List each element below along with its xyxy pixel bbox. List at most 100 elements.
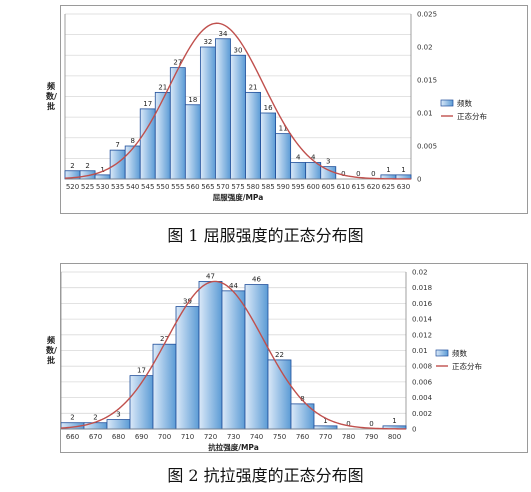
chart-2-bar: [152, 343, 177, 430]
chart-2-bar: [106, 419, 131, 430]
chart-2-bar: [175, 306, 200, 430]
chart-2-x-tick-label: 740: [250, 433, 263, 441]
chart-1-data-label: 4: [296, 154, 301, 162]
chart-1-data-label: 0: [356, 170, 360, 178]
chart-2-x-tick-label: 690: [135, 433, 148, 441]
chart-1-bar: [184, 104, 201, 180]
chart-2-data-label: 2: [70, 414, 74, 422]
chart-1-bar: [290, 162, 307, 180]
chart-1-data-label: 7: [115, 141, 119, 149]
chart-2-x-tick-label: 780: [342, 433, 355, 441]
chart-1-data-label: 16: [264, 104, 273, 112]
chart-2-x-tick-label: 660: [66, 433, 79, 441]
chart-2-legend-swatch-bar: [435, 349, 449, 357]
chart-2-y2-tick-label: 0.006: [412, 378, 433, 386]
chart-1-data-label: 1: [401, 166, 405, 174]
chart-2-x-tick-label: 730: [227, 433, 240, 441]
chart-2-y2-tick-label: 0.012: [412, 331, 432, 339]
chart-1-data-label: 0: [341, 170, 345, 178]
chart-1-x-tick-label: 615: [352, 183, 365, 191]
chart-1-data-label: 17: [143, 100, 152, 108]
chart-1-bar: [154, 91, 171, 180]
chart-2-data-label: 0: [346, 420, 350, 428]
chart-1-data-label: 3: [326, 158, 330, 166]
chart-1-x-tick-label: 595: [291, 183, 304, 191]
chart-2-y2-tick-label: 0.016: [412, 300, 433, 308]
chart-1-x-tick-label: 575: [231, 183, 244, 191]
chart-1-data-label: 2: [70, 162, 74, 170]
chart-1: 051015202530354000.0050.010.0150.020.025…: [60, 5, 528, 214]
chart-1-data-label: 18: [188, 96, 197, 104]
chart-2-legend-label: 正态分布: [452, 361, 482, 371]
chart-1-data-label: 1: [100, 166, 104, 174]
chart-1-bar: [230, 54, 246, 180]
chart-1-data-label: 27: [173, 59, 182, 67]
chart-1-x-tick-label: 630: [397, 183, 410, 191]
chart-1-x-tick-label: 525: [81, 183, 94, 191]
chart-1-data-label: 4: [311, 154, 316, 162]
chart-2-y2-tick-label: 0.008: [412, 363, 432, 371]
chart-1-x-tick-label: 560: [186, 183, 199, 191]
chart-2-y2-tick-label: 0.002: [412, 410, 432, 418]
chart-2-x-tick-label: 670: [89, 433, 102, 441]
chart-2-bar: [313, 425, 338, 430]
chart-1-data-label: 0: [371, 170, 375, 178]
chart-2-data-label: 2: [93, 414, 97, 422]
chart-2-x-tick-label: 770: [319, 433, 332, 441]
chart-2-data-label: 46: [252, 276, 261, 284]
chart-2: 0510152025303540455000.0020.0040.0060.00…: [60, 263, 528, 453]
chart-1-x-tick-label: 570: [216, 183, 229, 191]
chart-2-data-label: 47: [206, 272, 215, 280]
chart-1-x-tick-label: 545: [141, 183, 154, 191]
chart-2-x-tick-label: 800: [388, 433, 401, 441]
chart-1-x-tick-label: 620: [367, 183, 380, 191]
chart-1-x-tick-label: 590: [276, 183, 289, 191]
chart-1-legend-label: 正态分布: [457, 111, 487, 121]
chart-2-y2-tick-label: 0.004: [412, 394, 433, 402]
chart-1-x-tick-label: 600: [307, 183, 320, 191]
chart-1-data-label: 1: [386, 166, 390, 174]
chart-1-x-tick-label: 605: [322, 183, 335, 191]
chart-2-legend-label: 频数: [452, 348, 467, 358]
chart-1-data-label: 34: [218, 30, 227, 38]
chart-2-y2-tick-label: 0.014: [412, 316, 433, 324]
chart-1-normal-curve: [64, 22, 411, 180]
chart-1-x-tick-label: 580: [246, 183, 259, 191]
chart-1-bar: [169, 67, 186, 180]
chart-2-y2-tick-label: 0: [412, 426, 416, 434]
chart-2-x-tick-label: 700: [158, 433, 171, 441]
chart-2-x-tick-label: 720: [204, 433, 217, 441]
chart-1-x-tick-label: 625: [382, 183, 395, 191]
chart-1-y2-tick-label: 0.01: [417, 110, 433, 118]
chart-1-data-label: 11: [279, 125, 288, 133]
chart-1-x-tick-label: 585: [261, 183, 274, 191]
chart-1-legend-label: 频数: [457, 98, 472, 108]
chart-2-bar: [83, 422, 108, 430]
chart-1-x-tick-label: 530: [96, 183, 109, 191]
chart-2-x-tick-label: 710: [181, 433, 194, 441]
chart-2-data-label: 27: [160, 335, 169, 343]
chart-1-x-tick-label: 550: [156, 183, 169, 191]
chart-1-data-label: 21: [249, 83, 258, 91]
chart-1-x-tick-label: 520: [66, 183, 79, 191]
chart-2-data-label: 0: [369, 420, 373, 428]
chart-2-x-tick-label: 760: [296, 433, 309, 441]
chart-1-legend-swatch-bar: [440, 99, 454, 107]
chart-2-bar: [267, 359, 292, 430]
chart-2-plot: 0510152025303540455000.0020.0040.0060.00…: [61, 269, 482, 452]
chart-2-y2-tick-label: 0.01: [412, 347, 428, 355]
chart-2-x-tick-label: 680: [112, 433, 125, 441]
chart-1-x-tick-label: 565: [201, 183, 214, 191]
chart-2-data-label: 1: [392, 417, 396, 425]
chart-2-bar: [221, 290, 246, 430]
chart-1-data-label: 32: [203, 38, 212, 46]
chart-1-bar: [199, 46, 216, 180]
chart-1-bar: [94, 174, 111, 180]
chart-2-data-label: 22: [275, 351, 284, 359]
chart-1-data-label: 8: [130, 137, 134, 145]
chart-2-x-tick-label: 750: [273, 433, 286, 441]
chart-1-y2-tick-label: 0.02: [417, 44, 433, 52]
chart-1-x-axis-label: 屈服强度/MPa: [213, 192, 264, 202]
chart-1-y2-tick-label: 0.005: [417, 143, 437, 151]
chart-1-x-tick-label: 555: [171, 183, 184, 191]
